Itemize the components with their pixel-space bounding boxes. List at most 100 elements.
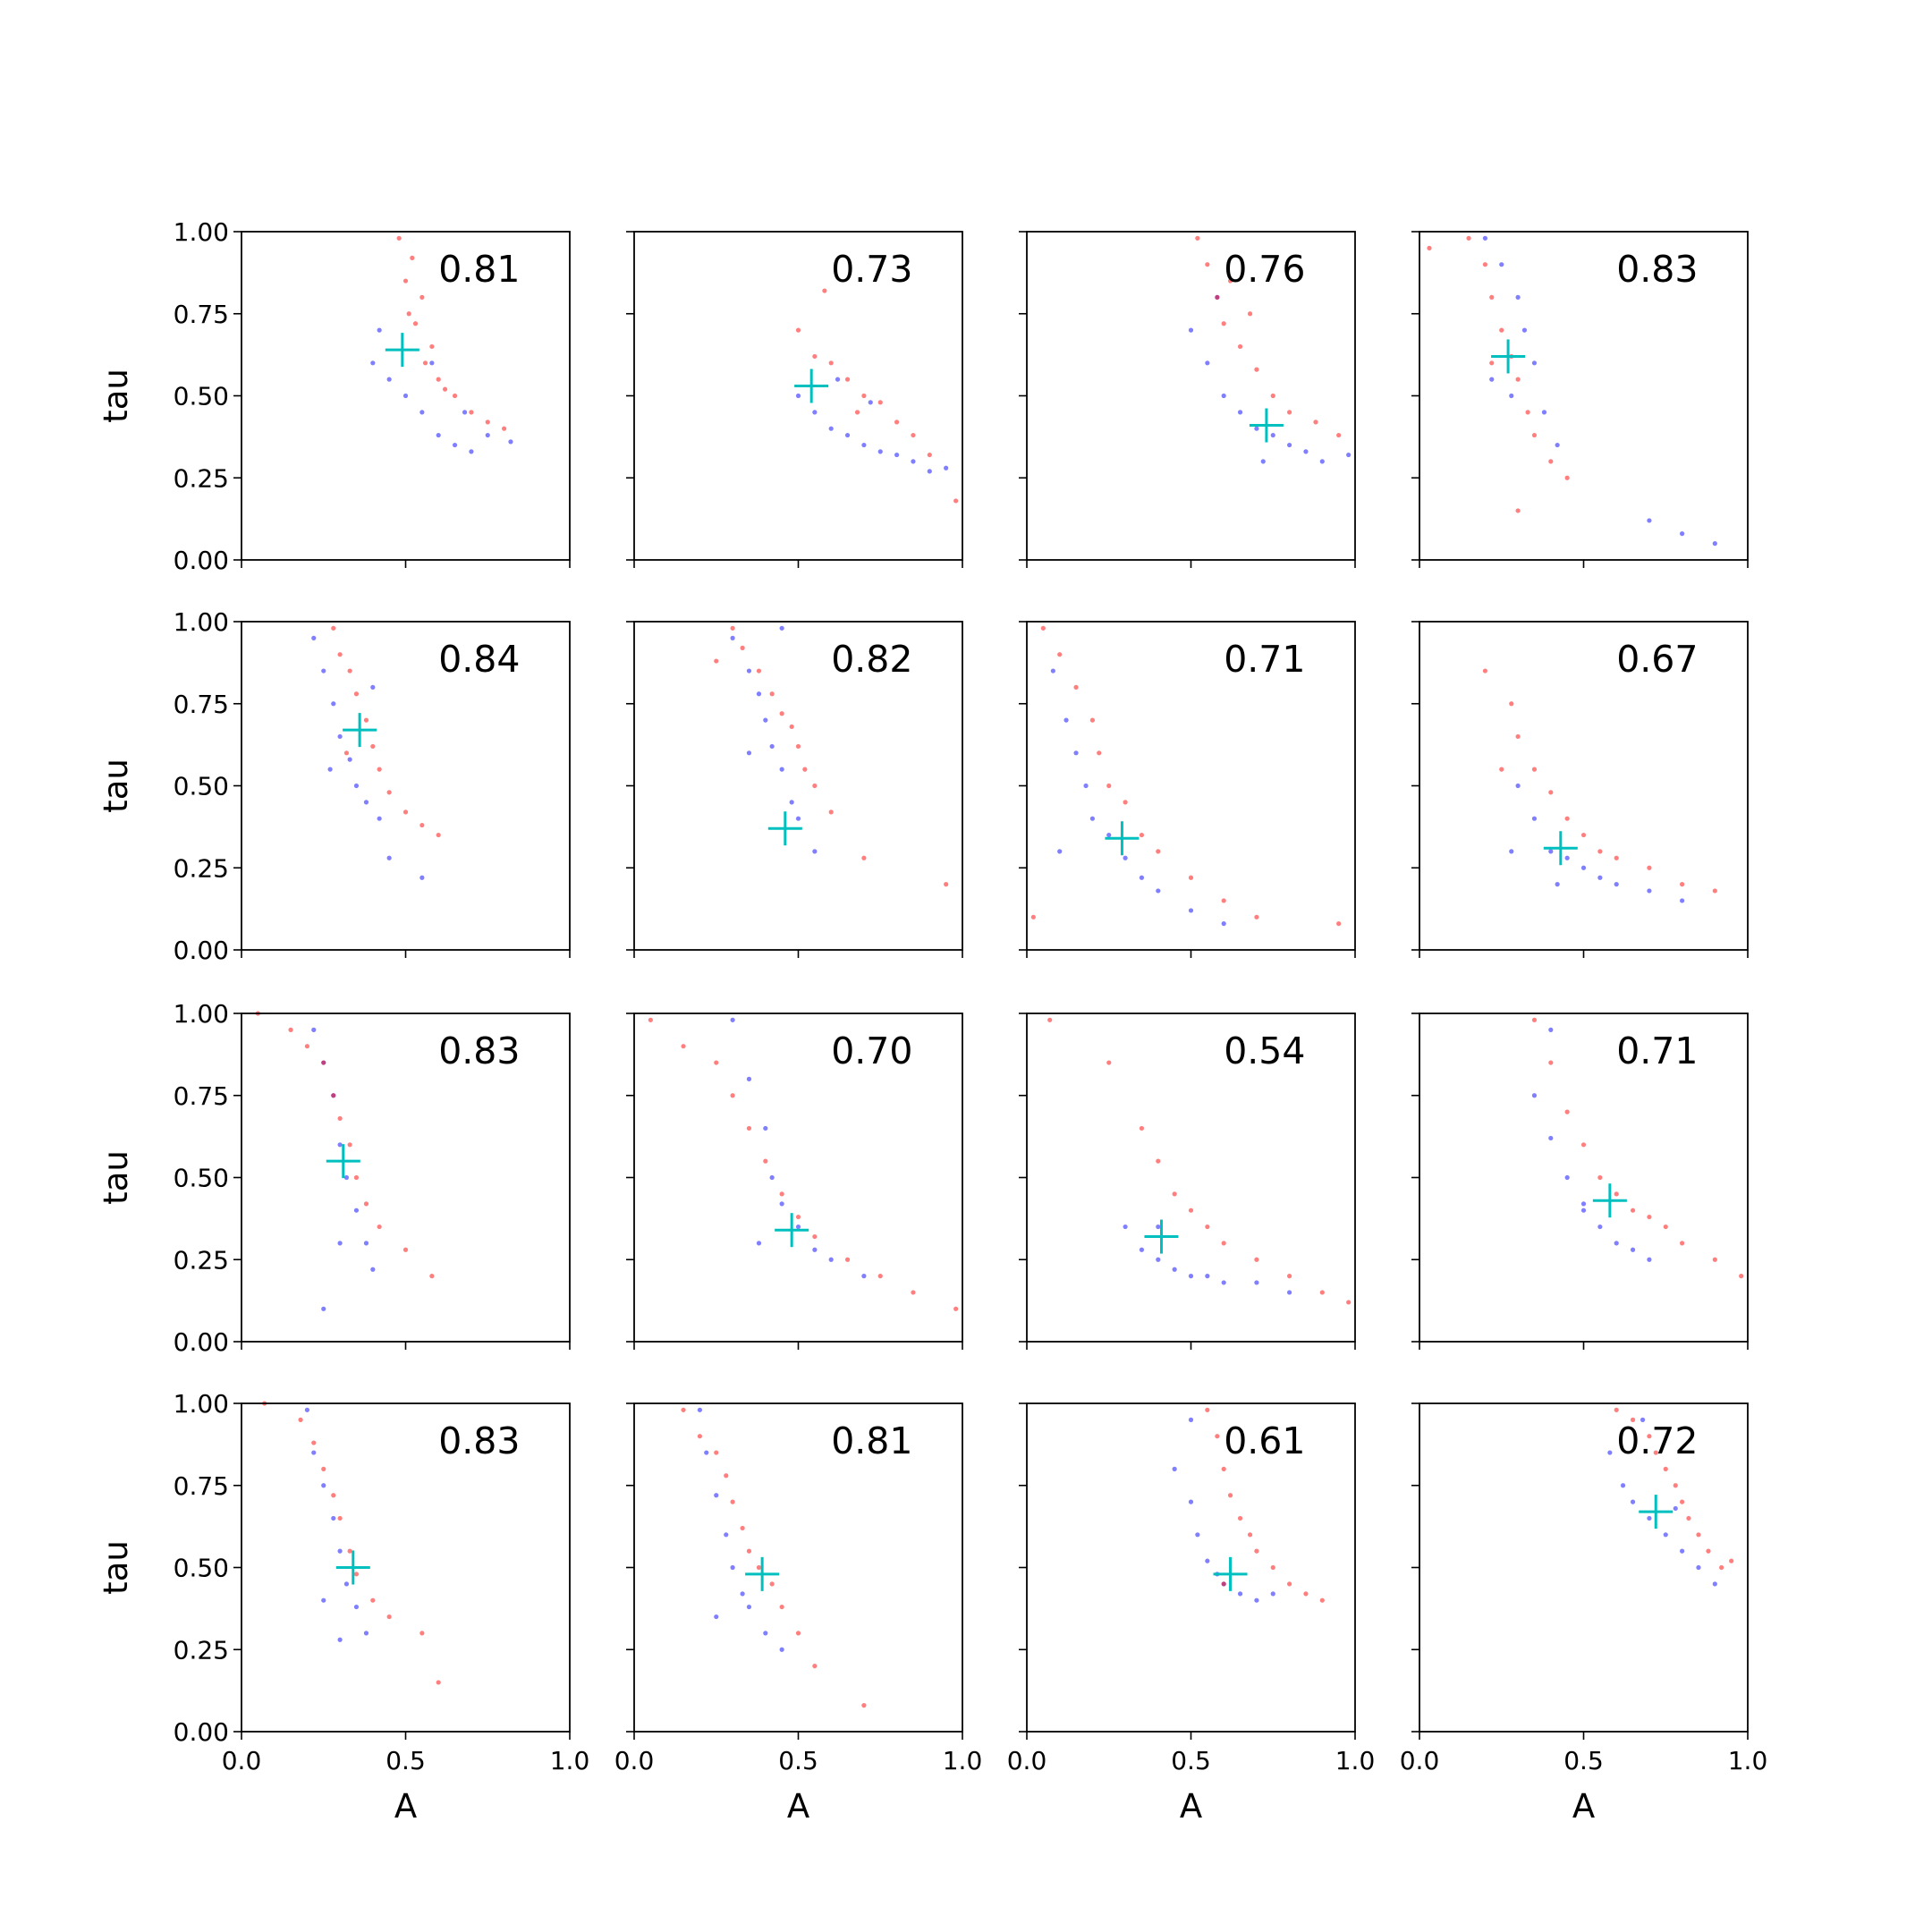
point bbox=[377, 816, 382, 821]
point bbox=[1040, 625, 1046, 631]
point bbox=[1205, 1558, 1210, 1563]
point bbox=[795, 1224, 801, 1230]
y-tick-label: 0.50 bbox=[174, 1164, 229, 1193]
point bbox=[911, 432, 916, 438]
point bbox=[347, 757, 352, 762]
point bbox=[746, 1125, 752, 1131]
point bbox=[1188, 875, 1194, 880]
point bbox=[714, 658, 719, 664]
point bbox=[1303, 449, 1309, 454]
x-axis-label: A bbox=[1572, 1787, 1595, 1826]
point bbox=[1237, 1591, 1243, 1597]
point bbox=[1673, 1483, 1678, 1488]
point bbox=[763, 1158, 768, 1164]
annotation: 0.73 bbox=[831, 248, 912, 291]
point bbox=[714, 1060, 719, 1065]
point bbox=[1531, 432, 1538, 438]
point bbox=[1482, 235, 1487, 241]
point bbox=[1188, 327, 1194, 333]
point bbox=[298, 1417, 303, 1422]
point bbox=[1089, 816, 1095, 821]
point bbox=[789, 724, 794, 730]
point bbox=[756, 668, 762, 674]
point bbox=[1531, 360, 1538, 366]
x-axis-label: A bbox=[394, 1787, 417, 1826]
point bbox=[1489, 294, 1495, 300]
point bbox=[436, 832, 441, 838]
x-tick-label: 1.0 bbox=[943, 1746, 983, 1775]
point bbox=[1680, 1499, 1685, 1504]
annotation: 0.82 bbox=[831, 638, 912, 681]
annotation: 0.81 bbox=[438, 248, 520, 291]
point bbox=[311, 1450, 317, 1455]
point bbox=[363, 1631, 369, 1636]
point bbox=[331, 1515, 336, 1521]
point bbox=[370, 1597, 376, 1603]
x-tick-label: 0.5 bbox=[1171, 1746, 1211, 1775]
point bbox=[828, 809, 834, 815]
point bbox=[419, 410, 425, 415]
y-tick-label: 0.75 bbox=[174, 300, 229, 329]
subplot: 0.67 bbox=[1411, 621, 1749, 958]
point bbox=[1712, 888, 1717, 894]
point bbox=[1489, 377, 1495, 382]
point bbox=[1482, 668, 1487, 674]
point bbox=[756, 1241, 762, 1246]
point bbox=[1172, 1267, 1177, 1272]
point bbox=[406, 311, 411, 317]
point bbox=[1525, 410, 1530, 415]
subplot: 0.82 bbox=[626, 621, 963, 958]
x-tick-label: 1.0 bbox=[1728, 1746, 1768, 1775]
point bbox=[1227, 278, 1233, 284]
point bbox=[1057, 652, 1063, 657]
point bbox=[730, 1093, 735, 1098]
point bbox=[681, 1044, 686, 1049]
point bbox=[1640, 1417, 1646, 1422]
point bbox=[331, 1093, 336, 1098]
subplot: 0.71 bbox=[1411, 1013, 1749, 1350]
point bbox=[1729, 1558, 1734, 1563]
point bbox=[1215, 294, 1220, 300]
point bbox=[1515, 733, 1521, 740]
point bbox=[337, 1637, 343, 1642]
axes-frame bbox=[1419, 1013, 1749, 1343]
point bbox=[1227, 1493, 1233, 1498]
y-tick-label: 0.00 bbox=[174, 1717, 229, 1747]
point bbox=[353, 783, 360, 789]
point bbox=[337, 1142, 343, 1148]
annotation: 0.67 bbox=[1616, 638, 1698, 681]
point bbox=[1106, 1060, 1112, 1065]
point bbox=[1172, 1466, 1177, 1471]
point bbox=[795, 1631, 801, 1636]
point bbox=[1089, 717, 1095, 723]
point bbox=[802, 767, 808, 772]
point bbox=[469, 449, 474, 454]
point bbox=[769, 743, 775, 750]
point bbox=[746, 1604, 752, 1610]
y-tick-label: 0.25 bbox=[174, 463, 229, 493]
point bbox=[370, 1267, 376, 1272]
point bbox=[412, 321, 419, 326]
point bbox=[386, 790, 392, 795]
point bbox=[763, 717, 768, 723]
point bbox=[1548, 1060, 1554, 1065]
x-tick-label: 1.0 bbox=[1335, 1746, 1376, 1775]
point bbox=[1221, 1280, 1226, 1285]
point bbox=[861, 1274, 867, 1279]
subplot: 0.73 bbox=[626, 231, 963, 568]
annotation: 0.83 bbox=[438, 1030, 520, 1072]
point bbox=[769, 691, 775, 697]
point bbox=[812, 1233, 818, 1240]
point bbox=[740, 1591, 745, 1597]
point bbox=[321, 1466, 326, 1471]
point bbox=[1719, 1564, 1724, 1571]
subplot: 0.71 bbox=[1019, 621, 1356, 958]
point bbox=[396, 235, 402, 241]
annotation: 0.71 bbox=[1616, 1030, 1698, 1072]
point bbox=[1073, 684, 1079, 691]
point bbox=[370, 360, 376, 366]
point bbox=[1541, 410, 1547, 415]
point bbox=[1188, 1208, 1194, 1213]
point bbox=[1205, 1407, 1210, 1412]
point bbox=[812, 1664, 818, 1669]
